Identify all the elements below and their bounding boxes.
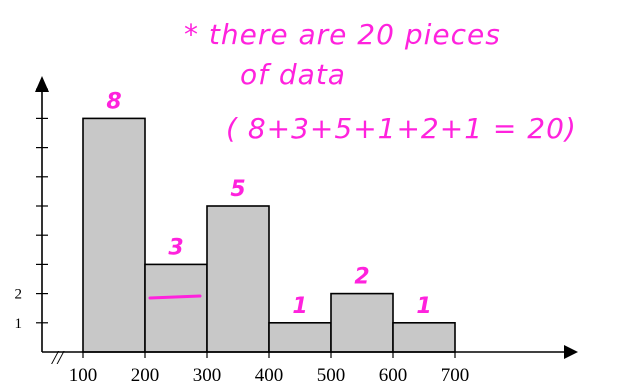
y-tick-label-2: 2: [15, 287, 23, 303]
x-axis-arrow-icon: [564, 345, 578, 359]
bar-600-700: [392, 321, 456, 353]
y-axis-arrow-icon: [35, 76, 49, 92]
data-label-100-200: 8: [106, 89, 121, 114]
y-ticks-layer: 12: [15, 88, 48, 332]
y-tick-label-1: 1: [15, 316, 23, 332]
data-labels-layer: 8 3 5 1 2 1: [106, 89, 431, 318]
data-label-300-400: 5: [230, 177, 245, 202]
data-label-200-300: 3: [168, 235, 183, 260]
axes-layer: //: [35, 76, 578, 369]
x-tick-label-300: 300: [193, 365, 222, 385]
x-tick-label-700: 700: [441, 365, 470, 385]
bar-200-300: [144, 263, 208, 353]
bar-400-500: [268, 321, 332, 353]
annotation-line-2: of data: [240, 58, 346, 91]
bar-100-200: [82, 117, 146, 353]
annotation-line-1: * there are 20 pieces: [184, 18, 501, 51]
x-tick-label-600: 600: [379, 365, 408, 385]
bar-300-400: [206, 205, 270, 353]
x-tick-label-200: 200: [131, 365, 160, 385]
x-ticks-layer: 100 200 300 400 500 600 700: [69, 352, 470, 385]
x-tick-label-500: 500: [317, 365, 346, 385]
data-label-400-500: 1: [292, 294, 307, 319]
data-label-600-700: 1: [416, 294, 431, 319]
handwritten-annotation: * there are 20 pieces of data ( 8+3+5+1+…: [148, 18, 577, 300]
x-tick-label-100: 100: [69, 365, 98, 385]
annotation-line-3: ( 8+3+5+1+2+1 = 20): [226, 112, 577, 145]
axis-break-mark: //: [51, 347, 66, 369]
magenta-underline-mark: [148, 294, 202, 300]
bar-500-600: [330, 292, 394, 353]
x-tick-label-400: 400: [255, 365, 284, 385]
bars-layer: [82, 117, 456, 353]
data-label-500-600: 2: [354, 265, 369, 290]
